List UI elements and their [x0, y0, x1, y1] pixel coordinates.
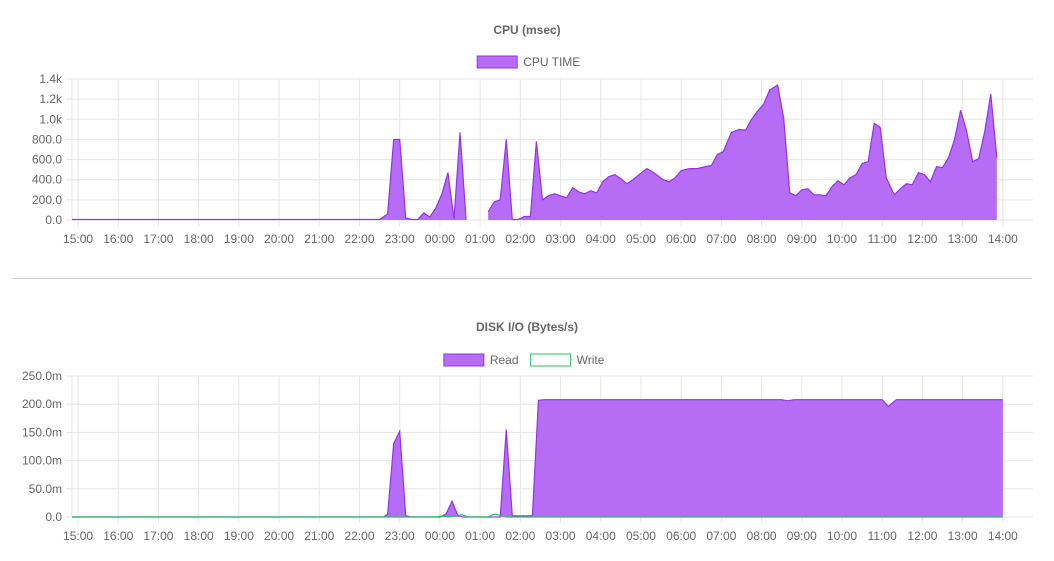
x-tick-label: 03:00 — [546, 529, 576, 543]
cpu-chart-panel: CPU (msec) 0.0 200.0 400.0 600.0 800.0 1.0k 1.… — [0, 0, 1054, 270]
legend-label: Write — [577, 353, 605, 367]
x-tick-label: 18:00 — [184, 232, 214, 246]
series-line-cpu-time — [487, 84, 998, 221]
x-tick-label: 18:00 — [184, 529, 214, 543]
series-line-read — [72, 399, 1003, 518]
y-tick-label: 600.0 — [32, 153, 62, 167]
y-tick-label: 0.0 — [45, 510, 62, 524]
x-tick-label: 12:00 — [907, 232, 937, 246]
x-tick-label: 00:00 — [425, 232, 455, 246]
y-tick-label: 100.0m — [22, 454, 62, 468]
x-tick-label: 17:00 — [143, 529, 173, 543]
y-tick-label: 0.0 — [45, 213, 62, 227]
x-tick-label: 08:00 — [747, 529, 777, 543]
x-tick-label: 04:00 — [586, 529, 616, 543]
x-tick-label: 13:00 — [948, 232, 978, 246]
legend-item-cpu-time[interactable]: CPU TIME — [476, 55, 580, 69]
x-tick-label: 13:00 — [948, 529, 978, 543]
x-tick-label: 16:00 — [103, 529, 133, 543]
x-tick-label: 20:00 — [264, 232, 294, 246]
x-tick-label: 10:00 — [827, 232, 857, 246]
y-tick-label: 400.0 — [32, 173, 62, 187]
legend-item-read[interactable]: Read — [443, 353, 519, 367]
y-tick-label: 150.0m — [22, 425, 62, 439]
y-tick-label: 1.2k — [39, 92, 63, 106]
x-tick-label: 02:00 — [505, 232, 535, 246]
x-tick-label: 05:00 — [626, 232, 656, 246]
cpu-chart-svg: 0.0 200.0 400.0 600.0 800.0 1.0k 1.2k 1.4k 15:00… — [32, 55, 1033, 246]
x-tick-label: 16:00 — [103, 232, 133, 246]
legend-swatch — [443, 353, 485, 367]
y-tick-label: 200.0m — [22, 397, 62, 411]
x-tick-label: 05:00 — [626, 529, 656, 543]
x-tick-label: 20:00 — [264, 529, 294, 543]
x-tick-label: 09:00 — [787, 529, 817, 543]
chart-divider — [12, 278, 1032, 279]
x-tick-label: 22:00 — [344, 232, 374, 246]
legend-item-write[interactable]: Write — [530, 353, 605, 367]
disk-chart-title: DISK I/O (Bytes/s) — [475, 320, 579, 334]
x-tick-label: 09:00 — [787, 232, 817, 246]
x-tick-label: 23:00 — [385, 529, 415, 543]
x-tick-label: 12:00 — [907, 529, 937, 543]
x-tick-label: 11:00 — [868, 232, 897, 246]
legend-label: CPU TIME — [523, 55, 580, 69]
x-tick-label: 14:00 — [988, 529, 1018, 543]
series-area-cpu-time — [488, 85, 997, 221]
y-tick-label: 50.0m — [29, 482, 62, 496]
x-tick-label: 01:00 — [465, 232, 495, 246]
disk-chart-panel: DISK I/O (Bytes/s) 0.0 50.0m 100.0m 150.0m 2… — [0, 296, 1054, 561]
x-tick-label: 10:00 — [827, 529, 857, 543]
series-line-write — [72, 513, 1003, 518]
x-tick-label: 19:00 — [224, 529, 254, 543]
x-tick-label: 07:00 — [706, 529, 736, 543]
x-tick-label: 19:00 — [224, 232, 254, 246]
x-tick-label: 08:00 — [747, 232, 777, 246]
x-tick-label: 02:00 — [505, 529, 535, 543]
legend-label: Read — [490, 353, 519, 367]
series-area-read — [72, 399, 1003, 517]
series-area-cpu-time — [72, 132, 467, 220]
series-line-cpu-time — [72, 132, 467, 221]
x-tick-label: 15:00 — [63, 529, 93, 543]
x-tick-label: 21:00 — [304, 232, 334, 246]
x-tick-label: 17:00 — [143, 232, 173, 246]
y-tick-label: 1.4k — [39, 72, 63, 86]
y-tick-label: 800.0 — [32, 132, 62, 146]
x-tick-label: 01:00 — [465, 529, 495, 543]
disk-chart-svg: 0.0 50.0m 100.0m 150.0m 200.0m 250.0m 15:00 16:… — [22, 353, 1033, 543]
x-tick-label: 07:00 — [706, 232, 736, 246]
legend-swatch — [476, 55, 518, 69]
x-tick-label: 23:00 — [385, 232, 415, 246]
y-tick-label: 1.0k — [39, 112, 63, 126]
x-tick-label: 06:00 — [666, 232, 696, 246]
x-tick-label: 21:00 — [304, 529, 334, 543]
y-tick-label: 200.0 — [32, 193, 62, 207]
x-tick-label: 14:00 — [988, 232, 1018, 246]
x-tick-label: 00:00 — [425, 529, 455, 543]
x-tick-label: 22:00 — [344, 529, 374, 543]
x-tick-label: 11:00 — [868, 529, 897, 543]
y-tick-label: 250.0m — [22, 369, 62, 383]
legend-swatch — [530, 353, 572, 367]
cpu-chart-title: CPU (msec) — [493, 23, 561, 37]
x-tick-label: 03:00 — [546, 232, 576, 246]
x-tick-label: 06:00 — [666, 529, 696, 543]
x-tick-label: 15:00 — [63, 232, 93, 246]
x-tick-label: 04:00 — [586, 232, 616, 246]
